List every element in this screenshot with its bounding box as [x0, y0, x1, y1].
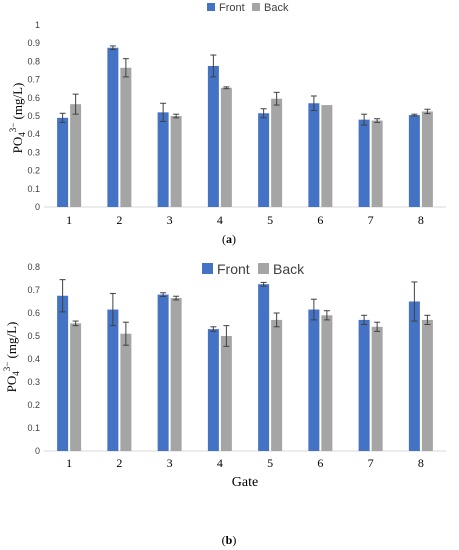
x-tick-label: 6	[317, 456, 323, 470]
legend-label-back: Back	[273, 261, 305, 277]
bar-front-3	[157, 112, 169, 207]
y-tick-label: 0.9	[27, 38, 40, 48]
y-tick-label: 0.2	[27, 166, 40, 176]
y-tick-label: 1	[35, 20, 40, 30]
panel-label: (b)	[222, 533, 237, 547]
x-tick-label: 2	[116, 213, 122, 227]
y-tick-label: 0.2	[27, 400, 40, 410]
bar-back-5	[271, 98, 283, 207]
x-tick-label: 4	[217, 456, 223, 470]
bar-back-6	[321, 105, 333, 207]
legend-label-front: Front	[217, 261, 250, 277]
x-tick-label: 5	[267, 213, 273, 227]
bar-front-4	[207, 65, 219, 207]
y-tick-label: 0.6	[27, 93, 40, 103]
x-tick-label: 2	[116, 456, 122, 470]
y-tick-label: 0.3	[27, 377, 40, 387]
bar-front-4	[207, 329, 219, 451]
bar-back-6	[321, 315, 333, 451]
legend-label-front: Front	[219, 2, 245, 14]
bar-front-6	[308, 103, 320, 207]
x-axis-label: Gate	[232, 475, 258, 490]
bar-front-1	[57, 117, 69, 207]
bar-front-7	[358, 319, 370, 451]
bar-back-1	[70, 323, 82, 451]
panel-label-part: a	[226, 232, 232, 246]
x-tick-label: 3	[167, 456, 173, 470]
bar-back-2	[120, 67, 132, 208]
bar-front-6	[308, 309, 320, 451]
y-tick-label: 0	[35, 202, 40, 212]
bar-front-2	[107, 309, 119, 451]
y-axis-label: PO43− (mg/L)	[2, 322, 21, 393]
y-tick-label: 0.4	[27, 129, 40, 139]
bar-back-8	[421, 111, 433, 207]
y-tick-label: 0.5	[27, 331, 40, 341]
bar-front-5	[258, 113, 270, 207]
chart-panel-b: 0 0.1 0.2 0.3 0.4 0.5 0.6 0.7 0.8 1 2 3 4 5 6 7 8 Front Ba…	[2, 261, 446, 547]
legend-swatch-back	[258, 263, 269, 274]
x-tick-label: 7	[368, 213, 374, 227]
bar-back-3	[170, 298, 182, 451]
bar-front-8	[408, 115, 420, 207]
y-label-sub: 4	[17, 132, 27, 137]
bar-front-3	[157, 294, 169, 451]
bar-front-8	[408, 301, 420, 451]
y-label-sup: 3−	[2, 362, 12, 372]
y-tick-label: 0.7	[27, 285, 40, 295]
bar-back-4	[220, 336, 232, 451]
bar-front-1	[57, 295, 69, 451]
legend-label-back: Back	[264, 2, 289, 14]
x-tick-label: 7	[368, 456, 374, 470]
x-tick-label: 1	[66, 213, 72, 227]
y-tick-label: 0.1	[27, 423, 40, 433]
x-tick-label: 6	[317, 213, 323, 227]
y-tick-label: 0	[35, 446, 40, 456]
y-tick-label: 0.1	[27, 184, 40, 194]
x-tick-label: 5	[267, 456, 273, 470]
y-label-sup: 3−	[8, 123, 18, 133]
y-label-unit: (mg/L)	[10, 83, 25, 123]
legend-swatch-front	[202, 263, 213, 274]
y-label-base: PO	[4, 376, 19, 393]
chart-panel-a: 0 0.1 0.2 0.3 0.4 0.5 0.6 0.7 0.8 0.9 1 1 2 3 4 5 6 7 8 Fro…	[8, 2, 446, 246]
y-tick-label: 0.5	[27, 111, 40, 121]
bar-back-7	[371, 326, 383, 451]
x-tick-label: 8	[418, 456, 424, 470]
y-tick-label: 0.7	[27, 75, 40, 85]
y-label-sub: 4	[11, 371, 21, 376]
bar-back-1	[70, 104, 82, 207]
panel-label-part: b	[226, 533, 233, 547]
x-tick-label: 8	[418, 213, 424, 227]
y-label-unit: (mg/L)	[4, 322, 19, 362]
bar-back-2	[120, 333, 132, 451]
x-tick-label: 1	[66, 456, 72, 470]
y-tick-label: 0.3	[27, 147, 40, 157]
panel-label: (a)	[222, 232, 236, 246]
bar-back-5	[271, 319, 283, 451]
bar-front-7	[358, 119, 370, 207]
y-tick-label: 0.8	[27, 56, 40, 66]
y-axis-label: PO43− (mg/L)	[8, 83, 27, 154]
y-tick-label: 0.6	[27, 308, 40, 318]
y-tick-label: 0.4	[27, 354, 40, 364]
panel-label-part: )	[232, 232, 236, 246]
bar-back-7	[371, 120, 383, 207]
y-label-base: PO	[10, 137, 25, 154]
legend-swatch-front	[207, 3, 215, 11]
panel-label-part: (	[222, 232, 226, 246]
panel-label-part: (	[222, 533, 226, 547]
x-tick-label: 3	[167, 213, 173, 227]
bar-front-5	[258, 284, 270, 451]
x-tick-label: 4	[217, 213, 223, 227]
bar-back-3	[170, 116, 182, 207]
bar-back-8	[421, 319, 433, 451]
legend-swatch-back	[252, 3, 260, 11]
y-tick-label: 0.8	[27, 262, 40, 272]
bar-back-4	[220, 87, 232, 207]
bar-front-2	[107, 47, 119, 207]
panel-label-part: )	[232, 533, 236, 547]
